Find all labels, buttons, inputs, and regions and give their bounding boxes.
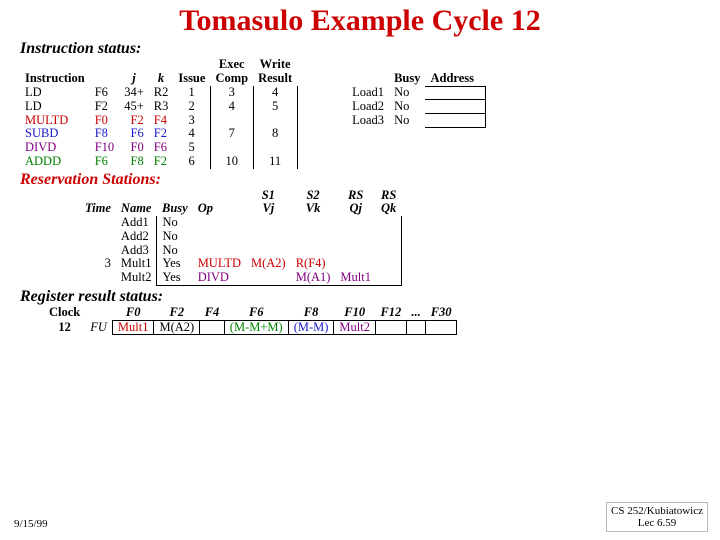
- section-reg: Register result status:: [20, 288, 700, 306]
- footer-line2: Lec 6.59: [638, 517, 676, 529]
- footer-line1: CS 252/Kubiatowicz: [611, 505, 703, 517]
- reservation-table: S1S2 RSRS TimeNameBusyOp VjVk QjQk Add1 …: [80, 189, 402, 286]
- footer-date: 9/15/99: [14, 518, 48, 530]
- content: Instruction status: ExecWrite Instructio…: [0, 40, 720, 335]
- footer-credit: CS 252/Kubiatowicz Lec 6.59: [606, 502, 708, 532]
- page-title: Tomasulo Example Cycle 12: [0, 0, 720, 38]
- section-res: Reservation Stations:: [20, 171, 700, 189]
- instruction-table: ExecWrite Instructionjk IssueCompResult …: [20, 58, 486, 169]
- section-instr: Instruction status:: [20, 40, 700, 58]
- register-table: ClockF0F2F4F6F8F10F12...F3012FUMult1M(A2…: [44, 306, 457, 336]
